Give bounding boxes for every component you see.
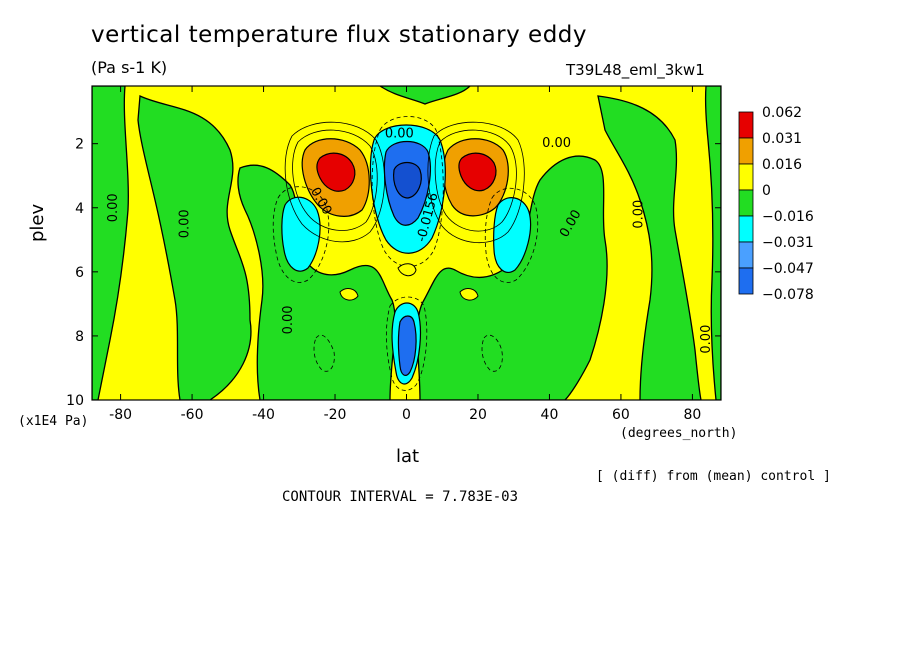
- chart-title: vertical temperature flux stationary edd…: [91, 22, 588, 48]
- y-tick-label: 2: [75, 137, 84, 153]
- green-band-south: [137, 95, 252, 400]
- cyan-cell-north: [493, 197, 532, 273]
- legend-label: 0.016: [762, 157, 802, 173]
- legend-label: 0.062: [762, 105, 802, 121]
- legend-label: 0: [762, 183, 771, 199]
- chart-units: (Pa s-1 K): [91, 58, 168, 77]
- x-tick-label: -20: [324, 407, 347, 423]
- y-tick-label: 10: [66, 393, 84, 409]
- y-axis-ticks: 2 4 6 8 10: [66, 137, 721, 409]
- contour-field: [92, 86, 721, 400]
- contour-label: 0.00: [106, 193, 121, 222]
- contour-label: 0.00: [385, 127, 414, 142]
- diff-note: [ (diff) from (mean) control ]: [596, 469, 831, 484]
- legend-swatch: [738, 137, 754, 165]
- contour-interval: CONTOUR INTERVAL = 7.783E-03: [282, 489, 519, 505]
- contour-label: 0.00: [542, 136, 571, 151]
- red-max-north: [458, 152, 497, 192]
- blue-min-equator-lower: [397, 315, 417, 376]
- legend-swatch: [738, 215, 754, 243]
- contour-label: 0.00: [699, 325, 714, 354]
- green-band-far-south: [92, 86, 129, 400]
- field-minima: [383, 140, 431, 376]
- field-maxima: [316, 152, 497, 192]
- y-tick-label: 6: [75, 265, 84, 281]
- legend-label: −0.016: [762, 209, 814, 225]
- field-negative-regions: [92, 86, 721, 400]
- legend-label: 0.031: [762, 131, 802, 147]
- x-tick-label: 40: [541, 407, 559, 423]
- contour-lines: [272, 116, 539, 391]
- color-legend: 0.062 0.031 0.016 0 −0.016 −0.031 −0.047 −0.078: [738, 105, 814, 303]
- run-label: T39L48_eml_3kw1: [566, 61, 705, 79]
- x-axis-label: lat: [396, 446, 420, 467]
- legend-swatch: [738, 241, 754, 269]
- green-band-north: [597, 95, 702, 400]
- x-axis-ticks: -80 -60 -40 -20 0 20 40 60 80: [109, 86, 701, 423]
- legend-label: −0.031: [762, 235, 814, 251]
- y-tick-label: 8: [75, 329, 84, 345]
- red-max-south: [316, 152, 356, 192]
- y-unit-label: (x1E4 Pa): [18, 414, 89, 429]
- x-tick-label: -40: [252, 407, 275, 423]
- contour-label: 0.00: [177, 209, 192, 238]
- x-tick-label: 0: [402, 407, 411, 423]
- x-tick-label: 20: [469, 407, 487, 423]
- cyan-cell-south: [281, 196, 321, 272]
- legend-swatch: [738, 111, 754, 139]
- x-tick-label: -60: [181, 407, 204, 423]
- legend-label: −0.078: [762, 287, 814, 303]
- green-cap-top: [378, 86, 471, 105]
- blue-core-equator: [393, 161, 422, 199]
- legend-swatch: [738, 189, 754, 217]
- x-tick-label: 60: [612, 407, 630, 423]
- contour-label: 0.00: [631, 200, 646, 229]
- green-band-far-north: [704, 86, 721, 400]
- x-unit-label: (degrees_north): [620, 426, 738, 441]
- legend-swatch: [738, 267, 754, 295]
- legend-label: −0.047: [762, 261, 814, 277]
- y-tick-label: 4: [75, 201, 84, 217]
- contour-label: 0.00: [281, 305, 296, 334]
- legend-swatch: [738, 163, 754, 191]
- x-tick-label: 80: [683, 407, 701, 423]
- x-tick-label: -80: [109, 407, 132, 423]
